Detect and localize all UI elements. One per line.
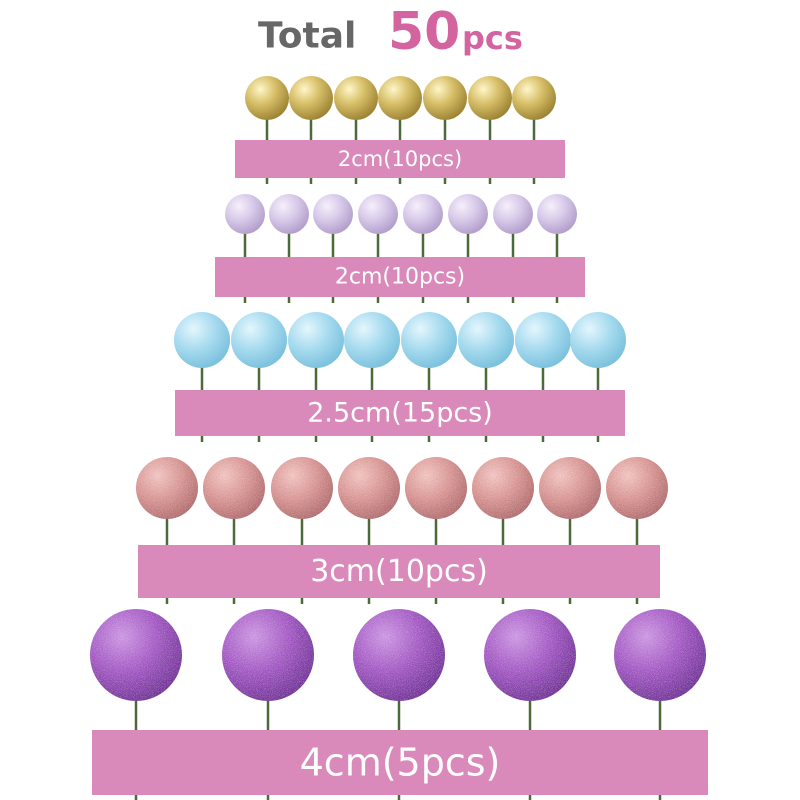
- ball: [334, 76, 378, 120]
- label-bar: [215, 257, 585, 297]
- ball: [344, 312, 400, 368]
- ball: [358, 194, 398, 234]
- size-label: 3cm(10pcs): [310, 554, 488, 589]
- ball: [539, 457, 601, 519]
- ball: [136, 457, 198, 519]
- ball: [405, 457, 467, 519]
- ball: [512, 76, 556, 120]
- ball: [570, 312, 626, 368]
- ball: [222, 609, 314, 701]
- title-total: Total: [258, 16, 356, 57]
- ball: [203, 457, 265, 519]
- ball: [458, 312, 514, 368]
- ball: [231, 312, 287, 368]
- label-bar: [175, 390, 625, 436]
- ball: [468, 76, 512, 120]
- ball: [493, 194, 533, 234]
- label-bar: [235, 140, 565, 178]
- ball: [378, 76, 422, 120]
- ball: [174, 312, 230, 368]
- ball: [225, 194, 265, 234]
- ball: [288, 312, 344, 368]
- ball: [353, 609, 445, 701]
- ball: [313, 194, 353, 234]
- label-bar: [138, 545, 660, 598]
- ball: [614, 609, 706, 701]
- title-unit: pcs: [462, 19, 523, 57]
- ball: [515, 312, 571, 368]
- ball: [472, 457, 534, 519]
- ball: [537, 194, 577, 234]
- ball: [289, 76, 333, 120]
- ball: [448, 194, 488, 234]
- ball: [90, 609, 182, 701]
- ball: [245, 76, 289, 120]
- balls: [90, 76, 706, 800]
- ball: [423, 76, 467, 120]
- ball: [606, 457, 668, 519]
- label-bar: [92, 730, 708, 795]
- size-label: 2.5cm(15pcs): [307, 398, 493, 429]
- ball: [271, 457, 333, 519]
- size-label: 2cm(10pcs): [335, 265, 465, 290]
- ball: [338, 457, 400, 519]
- title-count: 50: [388, 2, 460, 62]
- ball: [484, 609, 576, 701]
- ball: [269, 194, 309, 234]
- ball: [403, 194, 443, 234]
- ball: [401, 312, 457, 368]
- size-label: 2cm(10pcs): [338, 147, 462, 171]
- size-label: 4cm(5pcs): [300, 741, 501, 785]
